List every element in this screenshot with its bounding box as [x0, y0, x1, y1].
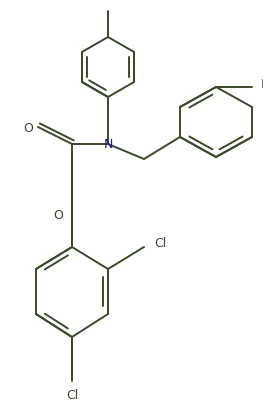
Text: Cl: Cl [154, 237, 166, 250]
Text: Cl: Cl [66, 389, 78, 402]
Text: N: N [103, 138, 113, 151]
Text: Br: Br [261, 77, 263, 90]
Text: O: O [23, 121, 33, 134]
Text: O: O [53, 209, 63, 222]
